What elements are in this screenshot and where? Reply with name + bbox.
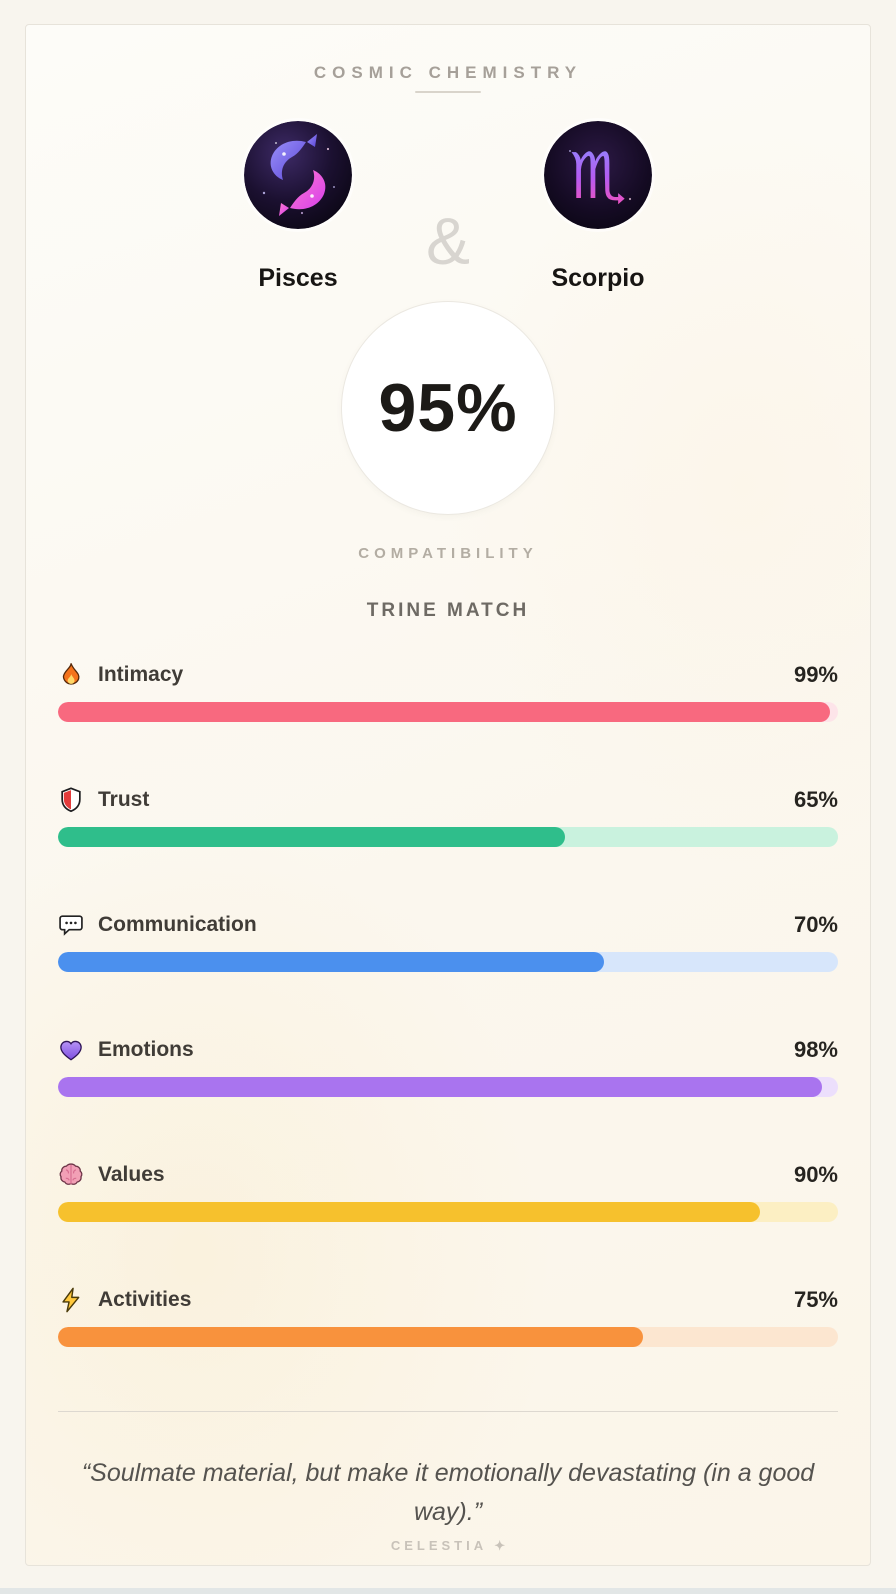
brain-icon: [58, 1162, 84, 1188]
signs-row: Pisces & ♏: [58, 121, 838, 293]
shield-icon: [58, 787, 84, 813]
sign-name-right: Scorpio: [551, 264, 645, 292]
stat-bar-track: [58, 952, 838, 972]
stat-bar-track: [58, 702, 838, 722]
stat-label: Trust: [98, 788, 150, 811]
stat-label: Values: [98, 1163, 165, 1186]
stat-label: Activities: [98, 1288, 192, 1311]
stat-label: Emotions: [98, 1038, 194, 1061]
sign-name-left: Pisces: [258, 264, 338, 292]
stats-list: Intimacy 99% Trust 65% Communication 70%: [58, 660, 838, 1347]
stat-label: Intimacy: [98, 663, 184, 686]
stat-percentage: 65%: [793, 787, 838, 812]
sign-right: ♏ Scorpio: [498, 121, 698, 293]
match-type: TRINE MATCH: [366, 600, 530, 621]
stat-item: Trust 65%: [58, 785, 838, 847]
speech-bubble-icon: [58, 912, 84, 938]
stat-bar-fill: [58, 1327, 643, 1347]
brand-footer: CELESTIA ✦: [58, 1538, 838, 1554]
stat-percentage: 90%: [793, 1162, 838, 1187]
svg-text:♏: ♏: [569, 140, 626, 214]
score-circle: 95%: [341, 301, 555, 515]
stat-bar-fill: [58, 702, 831, 722]
stat-percentage: 75%: [793, 1287, 838, 1312]
card-title: COSMIC CHEMISTRY: [313, 63, 583, 82]
sparkle-icon: ✦: [494, 1538, 506, 1553]
score-caption: COMPATIBILITY: [358, 545, 538, 562]
title-underline: [415, 91, 481, 93]
stat-percentage: 99%: [793, 662, 838, 687]
stat-bar-track: [58, 1202, 838, 1222]
stat-bar-track: [58, 1327, 838, 1347]
stat-item: Intimacy 99%: [58, 660, 838, 722]
divider: [58, 1411, 838, 1412]
ampersand: &: [425, 204, 471, 278]
scorpio-avatar-icon: ♏: [544, 121, 652, 229]
stat-bar-fill: [58, 827, 565, 847]
purple-heart-icon: [58, 1037, 84, 1063]
stat-label: Communication: [98, 913, 257, 936]
compatibility-card: COSMIC CHEMISTRY: [25, 24, 871, 1566]
stat-item: Activities 75%: [58, 1285, 838, 1347]
brand-name: CELESTIA: [390, 1538, 487, 1553]
stat-bar-fill: [58, 1202, 760, 1222]
lightning-icon: [58, 1287, 84, 1313]
sign-left: Pisces: [198, 121, 398, 293]
quote: “Soulmate material, but make it emotiona…: [81, 1459, 815, 1526]
stat-bar-fill: [58, 1077, 823, 1097]
stat-percentage: 98%: [793, 1037, 838, 1062]
bottom-edge-strip: [0, 1588, 896, 1594]
stat-item: Values 90%: [58, 1160, 838, 1222]
fire-icon: [58, 662, 84, 688]
stat-item: Emotions 98%: [58, 1035, 838, 1097]
stat-bar-fill: [58, 952, 604, 972]
score-value: 95%: [378, 370, 518, 446]
stat-bar-track: [58, 827, 838, 847]
pisces-avatar-icon: [244, 121, 352, 229]
stat-bar-track: [58, 1077, 838, 1097]
stat-percentage: 70%: [793, 912, 838, 937]
stat-item: Communication 70%: [58, 910, 838, 972]
